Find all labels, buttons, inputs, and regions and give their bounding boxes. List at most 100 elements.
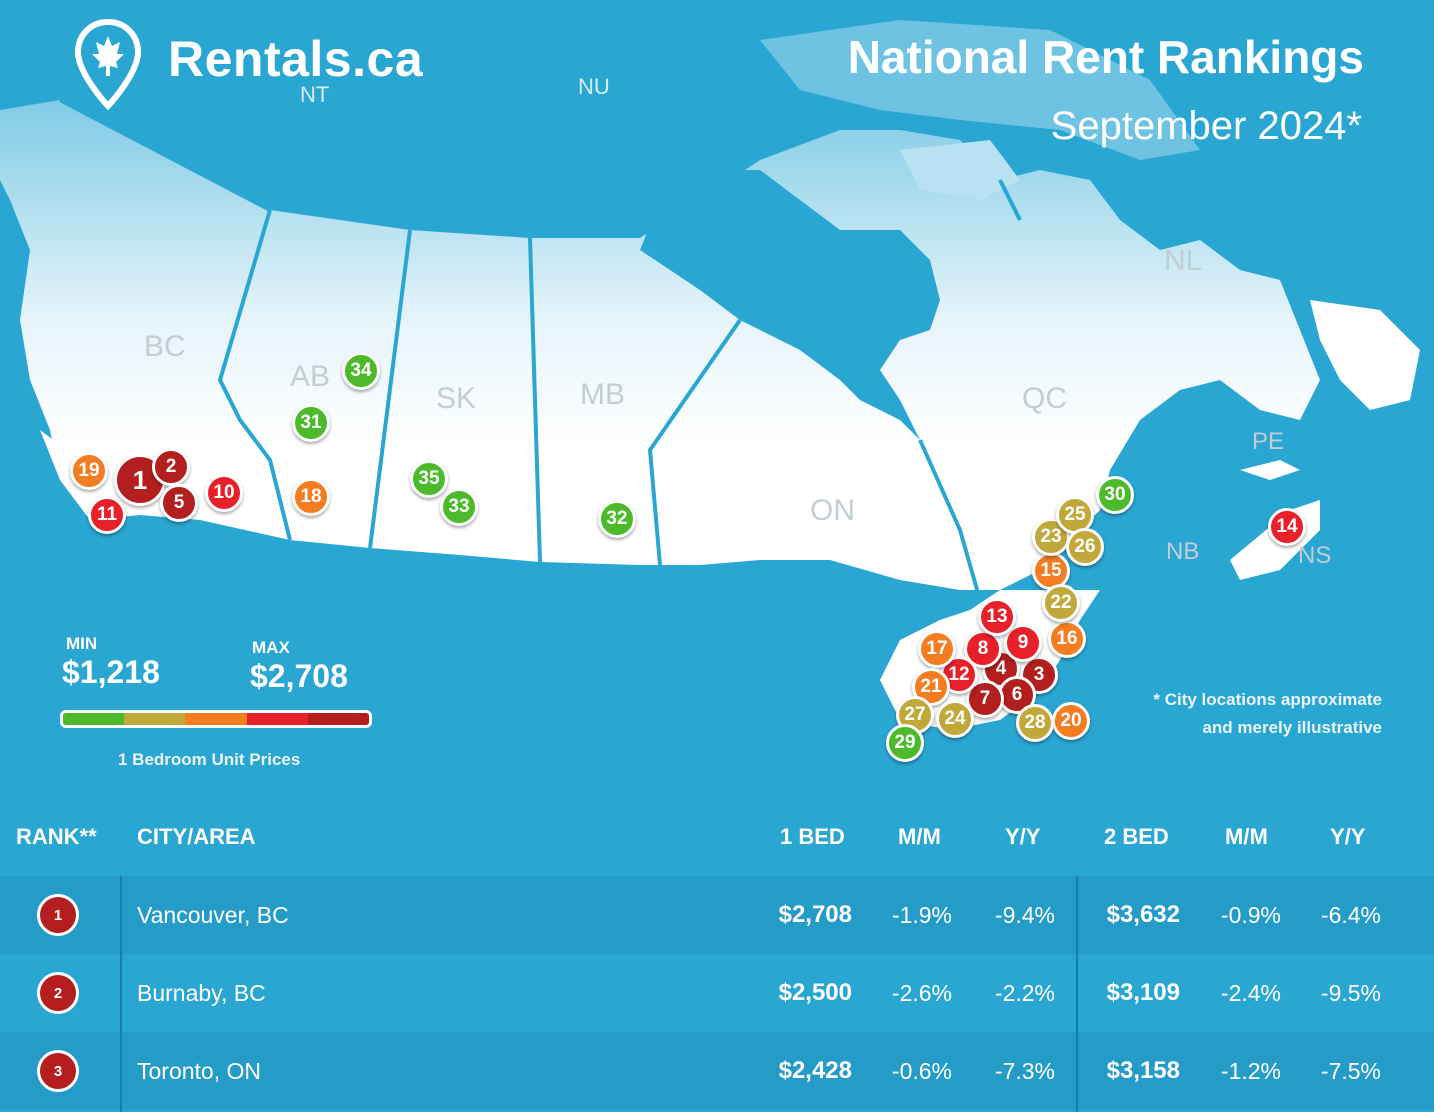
province-label-sk: SK [436,382,477,415]
city-marker[interactable]: 32 [598,500,636,538]
header-city[interactable]: CITY/AREA [137,824,256,849]
cell-rank: 3 [37,1032,79,1110]
city-marker[interactable]: 35 [410,460,448,498]
city-marker[interactable]: 5 [160,484,198,522]
city-marker[interactable]: 25 [1056,496,1094,534]
province-label-bc: BC [144,330,186,363]
cell-1bed: $2,500 [778,979,852,1006]
header-yy-1bed[interactable]: Y/Y [1005,824,1041,849]
city-marker[interactable]: 3 [1020,656,1058,694]
column-divider-2bed [1076,876,1078,1112]
cell-rank: 2 [37,954,79,1032]
province-borders [59,0,1022,601]
table-header: RANK** CITY/AREA 1 BED M/M Y/Y 2 BED M/M… [0,800,1434,876]
cell-2bed: $3,632 [1106,901,1180,928]
location-note: * City locations approximate and merely … [1153,686,1382,742]
legend-min-label: MIN [66,634,98,653]
rank-badge: 3 [37,1050,79,1092]
cell-yy-1bed: -9.4% [994,901,1055,928]
province-label-nl: NL [1164,244,1203,277]
header-rank[interactable]: RANK** [16,824,97,849]
city-marker[interactable]: 16 [1048,620,1086,658]
newfoundland-island [1310,300,1420,410]
province-label-nt: NT [300,82,330,107]
legend-max-value: $2,708 [250,658,348,694]
rank-badge: 2 [37,972,79,1014]
arctic-islands [760,20,1200,160]
province-label-on: ON [810,494,855,527]
cell-yy-1bed: -7.3% [994,1057,1055,1084]
table-row[interactable]: 2 Burnaby, BC $2,500 -2.6% -2.2% $3,109 -2.4% -… [0,954,1434,1032]
city-marker[interactable]: 24 [936,700,974,738]
cell-yy-1bed: -2.2% [994,979,1055,1006]
city-marker[interactable]: 10 [205,474,243,512]
cell-mm-1bed: -2.6% [891,979,952,1006]
cell-1bed: $2,428 [778,1057,852,1084]
city-marker[interactable]: 33 [440,488,478,526]
province-label-nu: NU [578,74,610,99]
cell-2bed: $3,158 [1106,1057,1180,1084]
city-marker[interactable]: 31 [292,404,330,442]
legend-min-value: $1,218 [62,654,160,690]
cell-yy-2bed: -7.5% [1320,1057,1381,1084]
city-marker[interactable]: 13 [978,598,1016,636]
city-marker[interactable]: 22 [1042,584,1080,622]
city-marker[interactable]: 20 [1052,702,1090,740]
cell-mm-2bed: -2.4% [1220,979,1281,1006]
cell-rank: 1 [37,876,79,954]
legend-caption: 1 Bedroom Unit Prices [118,750,301,769]
header-yy-2bed[interactable]: Y/Y [1330,824,1366,849]
city-marker[interactable]: 14 [1268,508,1306,546]
province-label-pe: PE [1252,428,1285,455]
cell-yy-2bed: -9.5% [1320,979,1381,1006]
city-marker[interactable]: 2 [152,448,190,486]
city-marker[interactable]: 8 [964,630,1002,668]
rank-badge: 1 [37,894,79,936]
cell-city: Vancouver, BC [137,901,289,928]
location-note-line1: * City locations approximate [1153,690,1382,709]
table-row[interactable]: 1 Vancouver, BC $2,708 -1.9% -9.4% $3,632 -0.9… [0,876,1434,954]
cell-city: Burnaby, BC [137,979,266,1006]
cell-mm-2bed: -1.2% [1220,1057,1281,1084]
city-marker[interactable]: 28 [1016,704,1054,742]
legend-color-segment [246,713,308,725]
header-1bed[interactable]: 1 BED [780,824,845,849]
column-divider-rank [120,876,122,1112]
legend-max-label: MAX [252,638,290,657]
pei-island [1240,460,1300,480]
city-marker[interactable]: 30 [1096,476,1134,514]
city-marker[interactable]: 29 [886,724,924,762]
province-label-mb: MB [580,378,625,411]
legend-color-segment [307,713,369,725]
city-marker[interactable]: 15 [1032,552,1070,590]
header-mm-1bed[interactable]: M/M [898,824,941,849]
cell-mm-1bed: -1.9% [891,901,952,928]
city-marker[interactable]: 26 [1066,528,1104,566]
city-marker[interactable]: 11 [88,496,126,534]
city-marker[interactable]: 19 [70,452,108,490]
cell-city: Toronto, ON [137,1057,261,1084]
legend-color-segment [185,713,247,725]
canada-map [0,0,1420,730]
legend-color-scale [60,710,372,728]
cell-mm-1bed: -0.6% [891,1057,952,1084]
hudson-bay [640,170,940,440]
table-row[interactable]: 3 Toronto, ON $2,428 -0.6% -7.3% $3,158 -1.2% -… [0,1032,1434,1110]
brand-name[interactable]: Rentals.ca [168,31,424,87]
cell-yy-2bed: -6.4% [1320,901,1381,928]
city-marker[interactable]: 18 [292,478,330,516]
province-label-ns: NS [1298,542,1332,569]
page-subtitle: September 2024* [1050,104,1362,148]
location-note-line2: and merely illustrative [1202,718,1382,737]
cell-2bed: $3,109 [1106,979,1180,1006]
city-marker[interactable]: 34 [342,352,380,390]
province-label-nb: NB [1166,538,1200,565]
legend-color-segment [63,713,125,725]
province-label-qc: QC [1022,382,1067,415]
city-marker[interactable]: 17 [918,630,956,668]
maple-leaf-pin-icon [74,18,142,110]
mainland-landmass [0,100,1320,730]
header-2bed[interactable]: 2 BED [1104,824,1169,849]
header-mm-2bed[interactable]: M/M [1225,824,1268,849]
cell-1bed: $2,708 [778,901,852,928]
